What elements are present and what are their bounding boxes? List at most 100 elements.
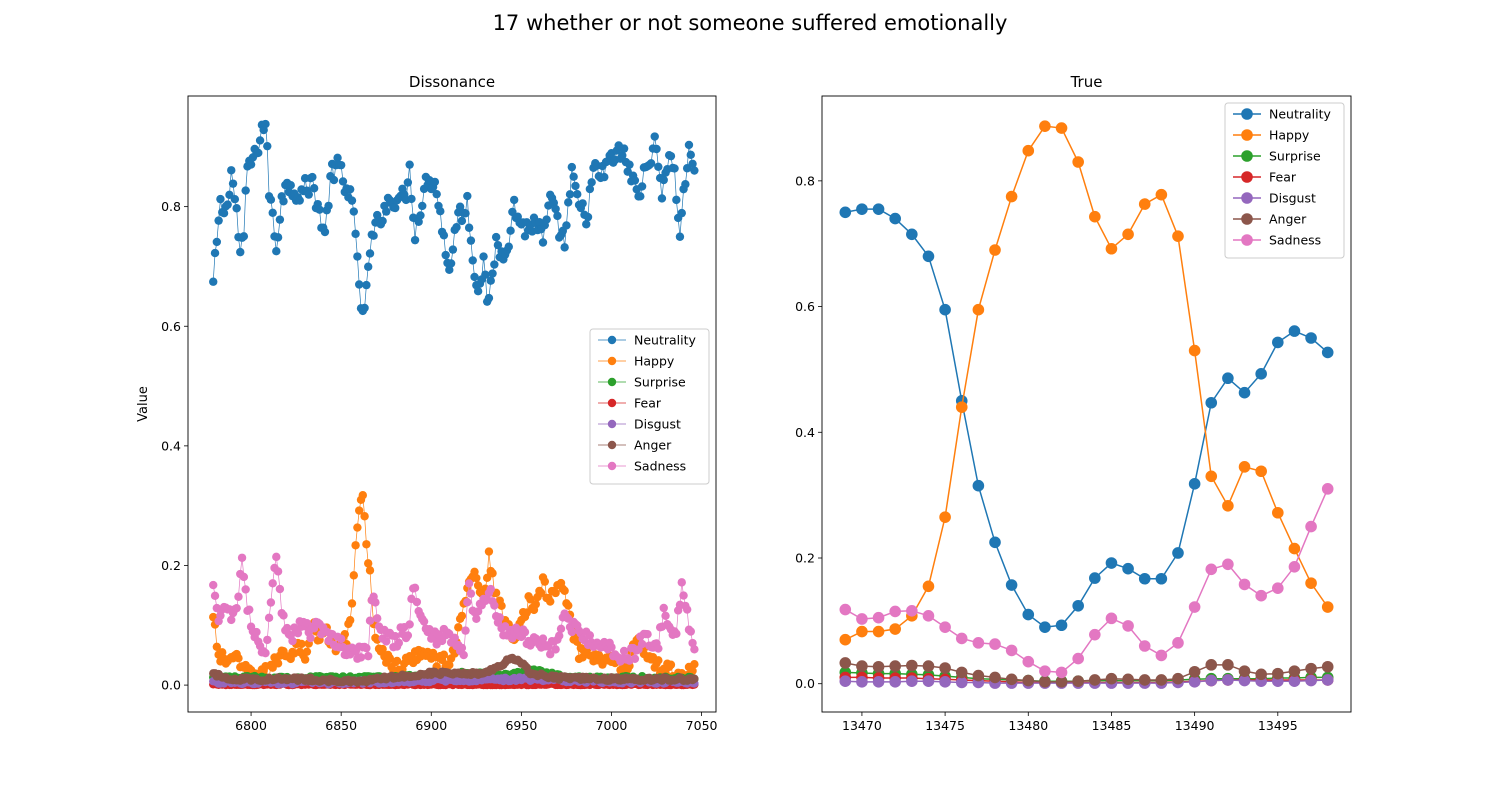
data-point-neutrality bbox=[295, 196, 304, 205]
data-point-disgust bbox=[1321, 674, 1334, 686]
data-point-neutrality bbox=[216, 194, 225, 204]
data-point-neutrality bbox=[856, 203, 868, 215]
plot-frame bbox=[821, 95, 1352, 713]
data-point-happy bbox=[1005, 190, 1018, 203]
data-point-neutrality bbox=[353, 252, 362, 261]
data-point-neutrality bbox=[261, 119, 270, 129]
data-point-sadness bbox=[1188, 601, 1201, 613]
x-tick-label: 7000 bbox=[596, 718, 628, 733]
data-point-sadness bbox=[490, 601, 499, 610]
data-point-neutrality bbox=[1321, 346, 1334, 359]
data-point-neutrality bbox=[1122, 562, 1134, 575]
data-point-disgust bbox=[922, 675, 935, 687]
x-tick-label: 6950 bbox=[505, 718, 537, 733]
figure-title: 17 whether or not someone suffered emoti… bbox=[492, 11, 1008, 35]
data-point-neutrality bbox=[630, 176, 640, 185]
data-point-neutrality bbox=[212, 237, 222, 247]
legend-marker bbox=[1241, 234, 1253, 246]
data-point-sadness bbox=[264, 613, 274, 623]
data-point-neutrality bbox=[473, 287, 483, 296]
series-line-sadness bbox=[844, 488, 1329, 674]
data-point-neutrality bbox=[684, 140, 694, 150]
data-point-neutrality bbox=[688, 159, 697, 168]
data-point-sadness bbox=[459, 650, 468, 660]
data-point-neutrality bbox=[232, 204, 241, 213]
data-point-sadness bbox=[1122, 620, 1134, 632]
data-point-neutrality bbox=[365, 249, 375, 258]
data-point-neutrality bbox=[236, 247, 245, 257]
data-point-happy bbox=[1105, 242, 1118, 255]
data-point-anger bbox=[1105, 672, 1118, 685]
data-point-neutrality bbox=[872, 203, 885, 215]
data-point-anger bbox=[1272, 667, 1284, 680]
data-point-neutrality bbox=[1172, 547, 1184, 559]
data-point-neutrality bbox=[457, 216, 467, 226]
data-point-sadness bbox=[872, 611, 885, 624]
data-point-sadness bbox=[607, 643, 616, 652]
data-point-neutrality bbox=[578, 199, 587, 208]
data-point-sadness bbox=[272, 552, 281, 562]
legend-label: Disgust bbox=[634, 417, 681, 432]
x-tick-label: 6850 bbox=[325, 718, 357, 733]
legend-item-happy: Happy bbox=[1233, 128, 1310, 143]
data-point-anger bbox=[1305, 662, 1317, 675]
legend-marker bbox=[607, 461, 617, 471]
data-point-neutrality bbox=[569, 172, 578, 181]
data-point-anger bbox=[1138, 674, 1151, 686]
data-point-sadness bbox=[241, 585, 250, 594]
legend-label: Sadness bbox=[1269, 233, 1321, 248]
data-point-sadness bbox=[234, 592, 243, 601]
legend-item-surprise: Surprise bbox=[1233, 149, 1321, 164]
data-point-neutrality bbox=[1238, 386, 1251, 399]
data-point-sadness bbox=[362, 643, 371, 653]
data-point-neutrality bbox=[509, 195, 519, 205]
data-point-neutrality bbox=[414, 217, 423, 226]
y-tick-label: 0.0 bbox=[795, 676, 815, 691]
legend-item-surprise: Surprise bbox=[598, 375, 686, 390]
data-point-neutrality bbox=[989, 536, 1001, 549]
data-point-neutrality bbox=[1288, 325, 1301, 337]
data-point-disgust bbox=[1222, 674, 1234, 686]
data-point-sadness bbox=[555, 631, 564, 640]
data-point-anger bbox=[1039, 676, 1051, 688]
data-point-anger bbox=[1205, 659, 1218, 671]
data-point-sadness bbox=[1138, 640, 1151, 652]
data-point-neutrality bbox=[571, 181, 580, 191]
data-point-neutrality bbox=[906, 228, 918, 241]
data-point-sadness bbox=[486, 584, 495, 594]
data-point-neutrality bbox=[564, 198, 573, 207]
data-point-neutrality bbox=[686, 150, 695, 160]
data-point-happy bbox=[1089, 210, 1101, 223]
data-point-sadness bbox=[686, 627, 695, 636]
data-point-happy bbox=[347, 599, 357, 608]
data-point-sadness bbox=[1321, 483, 1334, 495]
data-point-sadness bbox=[585, 631, 595, 640]
data-point-happy bbox=[526, 595, 535, 604]
data-point-sadness bbox=[637, 639, 647, 649]
data-point-neutrality bbox=[1272, 336, 1284, 349]
data-point-happy bbox=[439, 650, 449, 659]
data-point-anger bbox=[1022, 674, 1035, 687]
data-point-anger bbox=[1288, 665, 1301, 677]
data-point-neutrality bbox=[1072, 599, 1084, 612]
data-point-neutrality bbox=[464, 223, 474, 232]
data-point-sadness bbox=[210, 591, 220, 600]
data-point-happy bbox=[488, 569, 497, 578]
data-point-happy bbox=[351, 541, 360, 550]
data-point-neutrality bbox=[504, 242, 513, 251]
data-point-happy bbox=[300, 655, 310, 664]
data-point-neutrality bbox=[573, 190, 582, 199]
data-point-neutrality bbox=[481, 270, 490, 279]
series-line-neutrality bbox=[845, 208, 1329, 628]
data-point-sadness bbox=[232, 603, 241, 613]
data-point-neutrality bbox=[324, 201, 333, 211]
data-point-sadness bbox=[1005, 644, 1018, 657]
data-point-happy bbox=[360, 512, 369, 521]
data-point-sadness bbox=[1288, 561, 1301, 573]
data-point-sadness bbox=[356, 653, 366, 662]
data-point-sadness bbox=[457, 643, 467, 653]
data-point-happy bbox=[392, 656, 402, 666]
data-point-anger bbox=[1222, 659, 1234, 671]
data-point-happy bbox=[1055, 122, 1068, 134]
data-point-neutrality bbox=[272, 247, 281, 256]
